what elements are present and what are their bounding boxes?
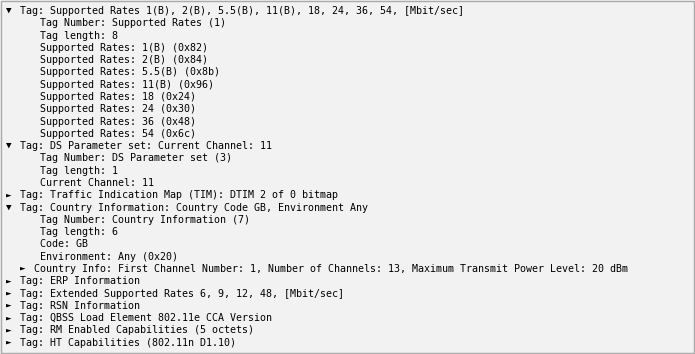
Text: Tag: Extended Supported Rates 6, 9, 12, 48, [Mbit/sec]: Tag: Extended Supported Rates 6, 9, 12, … bbox=[14, 289, 344, 298]
Text: Supported Rates: 1(B) (0x82): Supported Rates: 1(B) (0x82) bbox=[40, 43, 208, 53]
Text: Supported Rates: 18 (0x24): Supported Rates: 18 (0x24) bbox=[40, 92, 196, 102]
Text: ►: ► bbox=[6, 325, 12, 335]
Text: ►: ► bbox=[6, 338, 12, 347]
Text: Tag: Traffic Indication Map (TIM): DTIM 2 of 0 bitmap: Tag: Traffic Indication Map (TIM): DTIM … bbox=[14, 190, 338, 200]
Text: ►: ► bbox=[6, 289, 12, 298]
Text: Environment: Any (0x20): Environment: Any (0x20) bbox=[40, 252, 178, 262]
Text: Code: GB: Code: GB bbox=[40, 239, 88, 250]
Text: Supported Rates: 54 (0x6c): Supported Rates: 54 (0x6c) bbox=[40, 129, 196, 139]
Text: Tag: ERP Information: Tag: ERP Information bbox=[14, 276, 140, 286]
Text: Tag Number: DS Parameter set (3): Tag Number: DS Parameter set (3) bbox=[40, 153, 232, 164]
Text: ▼: ▼ bbox=[6, 141, 12, 150]
Text: Tag length: 6: Tag length: 6 bbox=[40, 227, 118, 237]
Text: ►: ► bbox=[20, 264, 26, 273]
Text: Tag: RSN Information: Tag: RSN Information bbox=[14, 301, 140, 311]
Text: Supported Rates: 11(B) (0x96): Supported Rates: 11(B) (0x96) bbox=[40, 80, 214, 90]
Text: Tag: RM Enabled Capabilities (5 octets): Tag: RM Enabled Capabilities (5 octets) bbox=[14, 325, 254, 336]
Text: ►: ► bbox=[6, 313, 12, 322]
Text: Tag length: 8: Tag length: 8 bbox=[40, 30, 118, 41]
Text: Tag: HT Capabilities (802.11n D1.10): Tag: HT Capabilities (802.11n D1.10) bbox=[14, 338, 236, 348]
Text: Supported Rates: 36 (0x48): Supported Rates: 36 (0x48) bbox=[40, 116, 196, 127]
Text: ►: ► bbox=[6, 301, 12, 310]
Text: ►: ► bbox=[6, 190, 12, 199]
Text: Tag Number: Supported Rates (1): Tag Number: Supported Rates (1) bbox=[40, 18, 226, 28]
Text: Supported Rates: 24 (0x30): Supported Rates: 24 (0x30) bbox=[40, 104, 196, 114]
Text: Tag: DS Parameter set: Current Channel: 11: Tag: DS Parameter set: Current Channel: … bbox=[14, 141, 272, 151]
Text: Supported Rates: 5.5(B) (0x8b): Supported Rates: 5.5(B) (0x8b) bbox=[40, 67, 220, 78]
Text: ▼: ▼ bbox=[6, 202, 12, 212]
Text: Tag: Supported Rates 1(B), 2(B), 5.5(B), 11(B), 18, 24, 36, 54, [Mbit/sec]: Tag: Supported Rates 1(B), 2(B), 5.5(B),… bbox=[14, 6, 464, 16]
Text: Tag: Country Information: Country Code GB, Environment Any: Tag: Country Information: Country Code G… bbox=[14, 202, 368, 212]
Text: Tag length: 1: Tag length: 1 bbox=[40, 166, 118, 176]
Text: ►: ► bbox=[6, 276, 12, 285]
Text: Supported Rates: 2(B) (0x84): Supported Rates: 2(B) (0x84) bbox=[40, 55, 208, 65]
Text: ▼: ▼ bbox=[6, 6, 12, 15]
Text: Tag Number: Country Information (7): Tag Number: Country Information (7) bbox=[40, 215, 250, 225]
Text: Tag: QBSS Load Element 802.11e CCA Version: Tag: QBSS Load Element 802.11e CCA Versi… bbox=[14, 313, 272, 323]
Text: Current Channel: 11: Current Channel: 11 bbox=[40, 178, 154, 188]
Text: Country Info: First Channel Number: 1, Number of Channels: 13, Maximum Transmit : Country Info: First Channel Number: 1, N… bbox=[28, 264, 628, 274]
